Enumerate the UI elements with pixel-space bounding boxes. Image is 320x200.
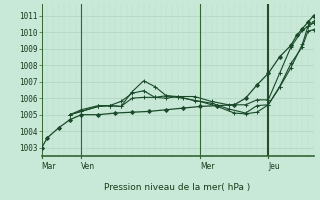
- Text: Ven: Ven: [81, 162, 95, 171]
- Text: Jeu: Jeu: [268, 162, 280, 171]
- Text: Mar: Mar: [42, 162, 56, 171]
- Text: Mer: Mer: [200, 162, 215, 171]
- Text: Pression niveau de la mer( hPa ): Pression niveau de la mer( hPa ): [104, 183, 251, 192]
